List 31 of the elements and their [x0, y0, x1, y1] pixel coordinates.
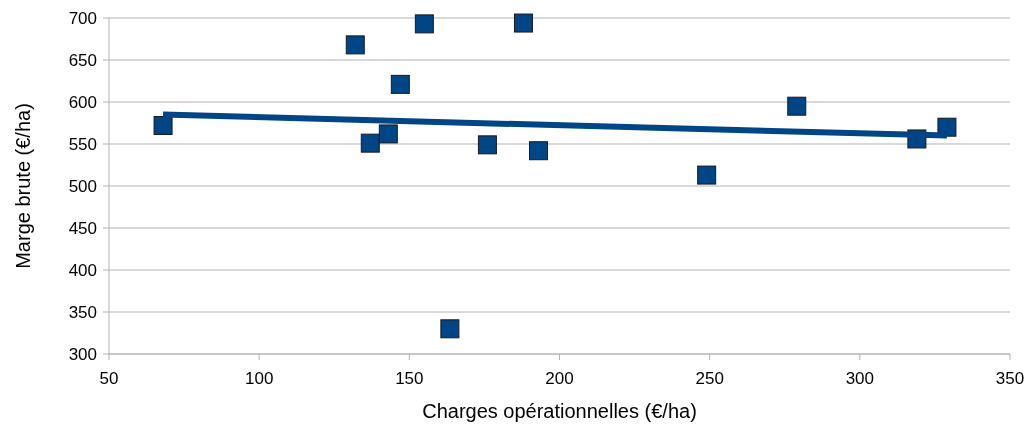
- point: [360, 133, 380, 153]
- y-tick-label: 700: [68, 9, 97, 28]
- x-tick-label: 350: [995, 369, 1025, 388]
- point: [477, 135, 497, 155]
- y-tick-label: 650: [68, 51, 97, 70]
- y-tick-label: 350: [68, 303, 97, 322]
- point: [513, 13, 533, 33]
- point: [440, 319, 460, 339]
- x-tick-label: 250: [695, 369, 724, 388]
- x-tick-label: 100: [244, 369, 274, 388]
- point: [414, 14, 434, 34]
- y-axis-title: Marge brute (€/ha): [12, 103, 34, 269]
- x-tick-label: 50: [99, 369, 119, 388]
- point: [390, 74, 410, 94]
- point: [787, 96, 807, 116]
- y-tick-label: 400: [68, 261, 97, 280]
- point: [153, 116, 173, 136]
- point: [697, 165, 717, 185]
- y-tick-label: 300: [68, 345, 97, 364]
- y-tick-label: 450: [68, 219, 97, 238]
- y-tick-label: 550: [68, 135, 97, 154]
- x-tick-label: 150: [395, 369, 424, 388]
- point: [345, 35, 365, 55]
- y-tick-label: 600: [68, 93, 97, 112]
- x-tick-label: 200: [545, 369, 574, 388]
- point: [528, 141, 548, 161]
- x-axis-title: Charges opérationnelles (€/ha): [422, 400, 697, 422]
- y-tick-label: 500: [68, 177, 97, 196]
- point: [937, 117, 957, 137]
- x-tick-label: 300: [845, 369, 875, 388]
- point: [378, 124, 398, 144]
